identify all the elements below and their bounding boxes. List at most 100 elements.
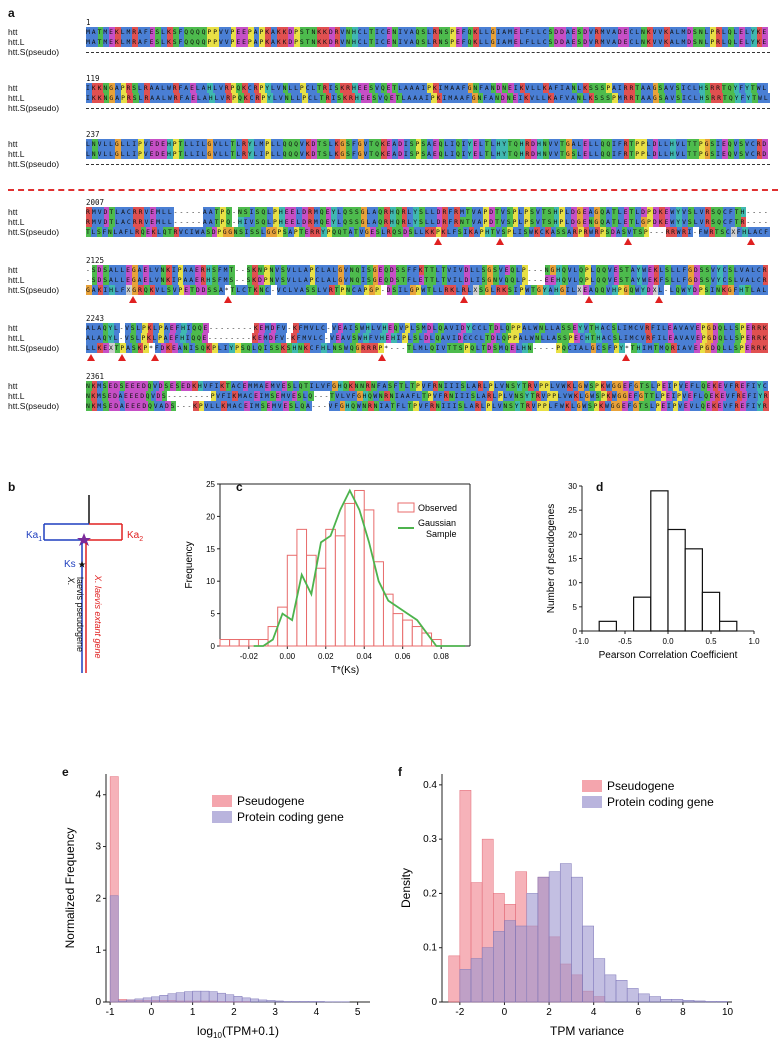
chart-e-histogram: -1 0 1 2 3 4 5 0 1 2 3 4 log10(TPM+0.1) Normalized Fr…: [63, 774, 370, 1040]
chart-f-histogram: -2 0 2 4 6 8 10 0 0.1 0.2 0.3 0.4 TPM variance Densit…: [399, 774, 734, 1038]
observed-bar: [344, 502, 356, 647]
x-tick-label: 0.5: [705, 637, 717, 646]
protein-coding-bar: [184, 991, 193, 1003]
protein-coding-bar: [316, 1001, 325, 1003]
alignment-separator: [8, 189, 778, 191]
observed-bar: [411, 626, 423, 647]
y-axis-label: Frequency: [184, 541, 195, 588]
sequence-row: G A K I H L F X G R Q K V L S V P E T D D S S A * T L C T K N C - V C L V A S S…: [86, 285, 770, 295]
observed-bar: [354, 489, 365, 647]
protein-coding-bar: [250, 998, 259, 1003]
x-tick-label: 0.04: [356, 652, 372, 661]
stop-codon-marker: [495, 238, 504, 245]
protein-coding-bar: [470, 958, 483, 1003]
protein-coding-bar: [167, 993, 177, 1003]
y-tick-label: 2: [95, 893, 101, 904]
histogram-bar: [667, 528, 686, 632]
alignment-block: 1 htt M A T M E K L M R A F E S L K S F Q Q Q Q P P V V P E E P A P K A K K D…: [8, 18, 778, 70]
protein-coding-bar: [459, 969, 472, 1003]
x-axis-label: TPM variance: [550, 1024, 624, 1038]
protein-coding-bar: [118, 1000, 127, 1003]
protein-coding-bar: [225, 994, 235, 1003]
stop-codon-marker: [460, 296, 469, 303]
legend-swatch: [212, 811, 232, 823]
protein-coding-bar: [526, 893, 539, 1003]
stop-codon-marker: [118, 354, 127, 361]
observed-bar: [421, 632, 433, 647]
histogram-bar: [719, 620, 738, 632]
y-tick-label: 0: [573, 627, 578, 636]
protein-coding-bar: [571, 876, 583, 1003]
protein-coding-bar: [175, 992, 185, 1003]
x-tick-label: 6: [636, 1007, 642, 1018]
protein-coding-bar: [548, 871, 561, 1003]
sequence-name: htt: [8, 381, 18, 391]
sequence-name: htt.L: [8, 217, 25, 227]
sequence-name: htt.L: [8, 275, 25, 285]
protein-coding-bar: [716, 1001, 728, 1003]
protein-coding-bar: [537, 876, 550, 1003]
sequence-name: htt: [8, 323, 18, 333]
small-star-icon: [78, 561, 86, 568]
protein-coding-bar: [258, 999, 268, 1003]
panel-label-a: a: [8, 6, 15, 20]
protein-coding-bar: [593, 958, 606, 1003]
legend-swatch: [212, 795, 232, 807]
legend-label: Pseudogene: [607, 779, 675, 793]
protein-coding-bar: [151, 996, 160, 1003]
y-tick-label: 0: [95, 997, 101, 1008]
x-tick-label: 0.0: [662, 637, 674, 646]
protein-coding-bar: [515, 925, 528, 1003]
sequence-name: htt.S(pseudo): [8, 343, 60, 353]
x-tick-label: 1: [190, 1007, 196, 1018]
y-tick-label: 10: [568, 579, 577, 588]
chart-c-histogram: -0.02 0.00 0.02 0.04 0.06 0.08 0 5 10 15 20 25 T*(Ks…: [184, 480, 471, 676]
y-axis-label: Normalized Frequency: [63, 828, 77, 949]
sequence-name: htt: [8, 207, 18, 217]
panel-label-f: f: [398, 765, 402, 779]
protein-coding-bar: [615, 980, 628, 1003]
alignment-block: 119 htt I K K N G A P R S L R A A L W R F A E L A H L V R P Q K C R P Y L V…: [8, 74, 778, 126]
pseudogene-label: laevis pseudogene: [75, 577, 85, 652]
protein-coding-bar: [126, 999, 136, 1003]
y-tick-label: 0.1: [423, 943, 437, 954]
y-axis-label: Number of pseudogenes: [546, 504, 557, 614]
x-tick-label: 2: [546, 1007, 552, 1018]
histogram-bar: [598, 620, 618, 632]
stop-codon-marker: [584, 296, 593, 303]
protein-coding-bar: [200, 990, 210, 1003]
legend-label: Pseudogene: [237, 794, 305, 808]
alignment-position: 2361: [86, 372, 105, 381]
sequence-name: htt.S(pseudo): [8, 159, 60, 169]
protein-coding-bar: [626, 988, 639, 1003]
x-tick-label: 2: [231, 1007, 237, 1018]
panel-label-d: d: [596, 480, 604, 494]
protein-coding-bar: [192, 990, 202, 1003]
x-tick-label: -1: [106, 1007, 115, 1018]
observed-bar: [248, 639, 259, 647]
missing-sequence: [86, 108, 770, 109]
ks-label: Ks: [64, 559, 76, 570]
ka2-label: Ka2: [127, 530, 143, 543]
x-tick-label: 0: [502, 1007, 508, 1018]
protein-coding-bar: [559, 863, 572, 1003]
x-tick-label: 5: [355, 1007, 361, 1018]
y-tick-label: 15: [568, 555, 577, 564]
sequence-name: htt: [8, 83, 18, 93]
x-axis-label: log10(TPM+0.1): [197, 1024, 279, 1040]
y-tick-label: 4: [95, 790, 101, 801]
star-icon: [77, 533, 91, 546]
protein-coding-bar: [274, 1000, 284, 1003]
y-tick-label: 25: [568, 506, 577, 515]
histogram-bar: [684, 548, 703, 632]
protein-coding-bar: [682, 1000, 695, 1003]
protein-coding-bar: [299, 1001, 309, 1003]
y-tick-label: 0.3: [423, 834, 437, 845]
x-tick-label: 4: [314, 1007, 320, 1018]
y-tick-label: 5: [211, 610, 216, 619]
